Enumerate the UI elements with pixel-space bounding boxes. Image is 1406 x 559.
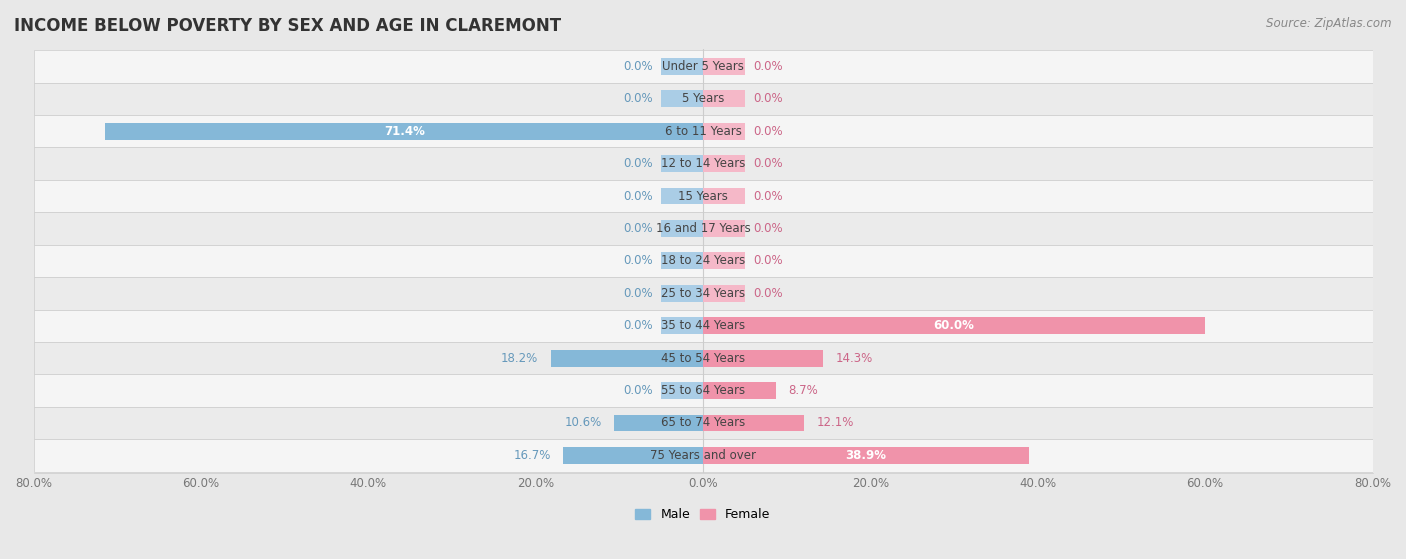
Text: 0.0%: 0.0%	[623, 190, 652, 202]
Bar	[551, 350, 703, 367]
Bar	[661, 382, 703, 399]
Bar	[703, 382, 745, 399]
Text: 15 Years: 15 Years	[678, 190, 728, 202]
Text: 45 to 54 Years: 45 to 54 Years	[661, 352, 745, 364]
Bar	[661, 188, 703, 205]
Bar	[661, 350, 703, 367]
Bar	[703, 123, 745, 140]
Bar	[703, 318, 745, 334]
Text: 0.0%: 0.0%	[623, 319, 652, 332]
Text: 35 to 44 Years: 35 to 44 Years	[661, 319, 745, 332]
Bar	[661, 415, 703, 432]
Bar	[34, 83, 1372, 115]
Text: 0.0%: 0.0%	[623, 384, 652, 397]
Text: 75 Years and over: 75 Years and over	[650, 449, 756, 462]
Text: 10.6%: 10.6%	[564, 416, 602, 429]
Bar	[661, 447, 703, 464]
Bar	[703, 350, 823, 367]
Text: 16 and 17 Years: 16 and 17 Years	[655, 222, 751, 235]
Bar	[703, 447, 1029, 464]
Text: 71.4%: 71.4%	[384, 125, 425, 138]
Bar	[703, 220, 745, 237]
Bar	[34, 115, 1372, 148]
Text: 25 to 34 Years: 25 to 34 Years	[661, 287, 745, 300]
Bar	[703, 58, 745, 75]
Text: 0.0%: 0.0%	[754, 60, 783, 73]
Bar	[703, 415, 804, 432]
Bar	[661, 155, 703, 172]
Text: 0.0%: 0.0%	[754, 157, 783, 170]
Bar	[661, 91, 703, 107]
Text: 0.0%: 0.0%	[754, 254, 783, 267]
Bar	[34, 277, 1372, 310]
Text: 60.0%: 60.0%	[934, 319, 974, 332]
Bar	[34, 148, 1372, 180]
Bar	[703, 155, 745, 172]
Text: 65 to 74 Years: 65 to 74 Years	[661, 416, 745, 429]
Text: 0.0%: 0.0%	[754, 125, 783, 138]
Text: 16.7%: 16.7%	[513, 449, 551, 462]
Bar	[661, 318, 703, 334]
Text: Source: ZipAtlas.com: Source: ZipAtlas.com	[1267, 17, 1392, 30]
Bar	[34, 407, 1372, 439]
Text: 55 to 64 Years: 55 to 64 Years	[661, 384, 745, 397]
Text: 14.3%: 14.3%	[835, 352, 873, 364]
Text: 12 to 14 Years: 12 to 14 Years	[661, 157, 745, 170]
Bar	[564, 447, 703, 464]
Text: 0.0%: 0.0%	[623, 92, 652, 105]
Bar	[703, 188, 745, 205]
Bar	[34, 310, 1372, 342]
Bar	[34, 375, 1372, 407]
Bar	[703, 382, 776, 399]
Bar	[614, 415, 703, 432]
Bar	[703, 318, 1205, 334]
Text: 12.1%: 12.1%	[817, 416, 855, 429]
Text: 0.0%: 0.0%	[623, 60, 652, 73]
Text: 5 Years: 5 Years	[682, 92, 724, 105]
Bar	[661, 58, 703, 75]
Text: 6 to 11 Years: 6 to 11 Years	[665, 125, 741, 138]
Text: 38.9%: 38.9%	[845, 449, 886, 462]
Text: 0.0%: 0.0%	[623, 287, 652, 300]
Bar	[703, 285, 745, 302]
Text: 0.0%: 0.0%	[754, 287, 783, 300]
Text: 0.0%: 0.0%	[623, 254, 652, 267]
Bar	[703, 91, 745, 107]
Bar	[661, 253, 703, 269]
Bar	[105, 123, 703, 140]
Bar	[34, 245, 1372, 277]
Legend: Male, Female: Male, Female	[630, 504, 776, 527]
Text: INCOME BELOW POVERTY BY SEX AND AGE IN CLAREMONT: INCOME BELOW POVERTY BY SEX AND AGE IN C…	[14, 17, 561, 35]
Text: 18.2%: 18.2%	[501, 352, 538, 364]
Bar	[703, 253, 745, 269]
Bar	[661, 220, 703, 237]
Bar	[34, 50, 1372, 83]
Text: 0.0%: 0.0%	[623, 222, 652, 235]
Bar	[34, 212, 1372, 245]
Text: Under 5 Years: Under 5 Years	[662, 60, 744, 73]
Text: 0.0%: 0.0%	[623, 157, 652, 170]
Text: 0.0%: 0.0%	[754, 92, 783, 105]
Bar	[703, 447, 745, 464]
Text: 8.7%: 8.7%	[789, 384, 818, 397]
Bar	[661, 123, 703, 140]
Text: 0.0%: 0.0%	[754, 190, 783, 202]
Bar	[34, 439, 1372, 472]
Bar	[34, 180, 1372, 212]
Text: 18 to 24 Years: 18 to 24 Years	[661, 254, 745, 267]
Bar	[703, 350, 745, 367]
Text: 0.0%: 0.0%	[754, 222, 783, 235]
Bar	[34, 342, 1372, 375]
Bar	[661, 285, 703, 302]
Bar	[703, 415, 745, 432]
